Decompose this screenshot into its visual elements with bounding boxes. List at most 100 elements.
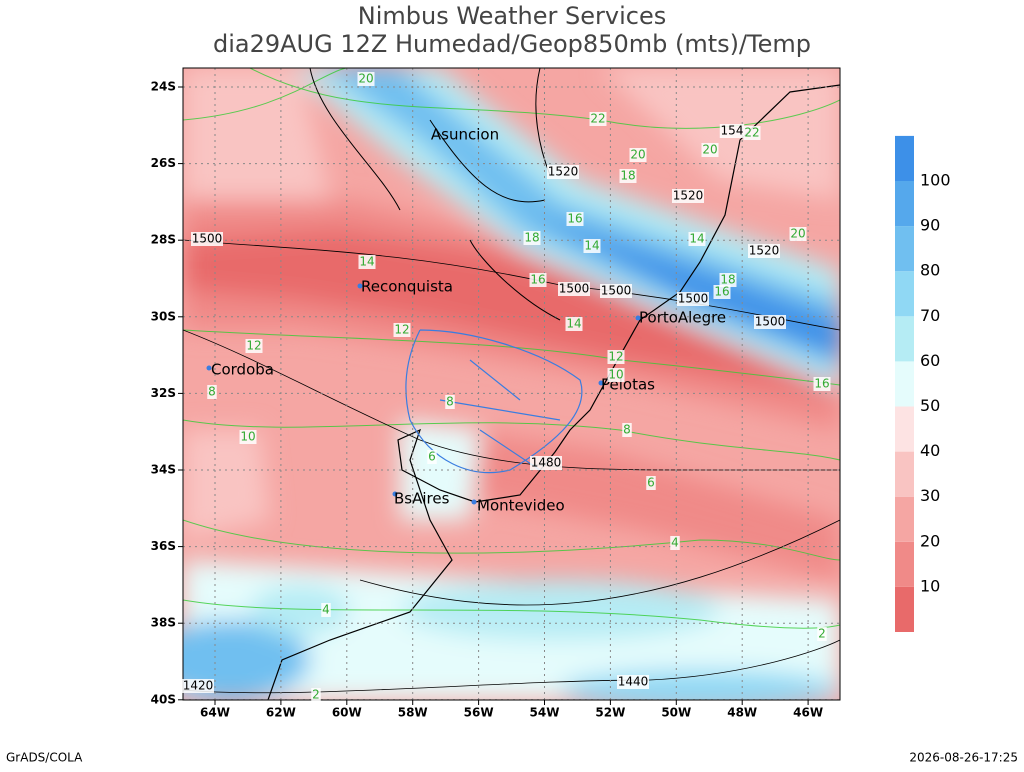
contour-label-bg xyxy=(600,284,632,298)
contour-label: 22 xyxy=(744,126,759,140)
lat-tick-label: 38S xyxy=(151,616,176,630)
map-frame xyxy=(182,67,841,701)
colorbar-swatch xyxy=(895,586,914,632)
colorbar-swatch xyxy=(895,316,914,362)
lon-tick-label: 50W xyxy=(661,706,691,720)
contour-label: 10 xyxy=(240,430,255,444)
city-label: Cordoba xyxy=(211,361,274,379)
contour-label: 16 xyxy=(814,377,829,391)
contour-label-bg xyxy=(583,239,601,253)
lon-tick-label: 56W xyxy=(464,706,494,720)
contour-label-bg xyxy=(393,323,411,337)
contour-label-bg xyxy=(558,282,590,296)
colorbar-swatch xyxy=(895,271,914,317)
contour-label-bg xyxy=(357,72,375,86)
colorbar-swatch xyxy=(895,181,914,227)
contour-label: 20 xyxy=(790,227,805,241)
contour-label: 22 xyxy=(590,112,605,126)
humidity-field xyxy=(183,68,840,700)
city-dot xyxy=(392,491,398,497)
contour-label-bg xyxy=(719,273,737,287)
contour-label: 8 xyxy=(623,423,631,437)
contour-label: 1440 xyxy=(618,675,649,689)
contour-label-bg xyxy=(530,456,562,470)
contour-label: 20 xyxy=(358,72,373,86)
contour-label: 16 xyxy=(567,212,582,226)
colorbar-swatch xyxy=(895,451,914,497)
contour-label: 4 xyxy=(322,603,330,617)
lat-tick-label: 28S xyxy=(151,233,176,247)
lat-tick-label: 36S xyxy=(151,539,176,553)
contour-label: 6 xyxy=(647,476,655,490)
contour-label: 20 xyxy=(702,143,717,157)
contour-label-bg xyxy=(688,232,706,246)
contour-label-bg xyxy=(617,675,649,689)
lon-tick-label: 62W xyxy=(266,706,296,720)
contour-label-bg xyxy=(743,126,761,140)
contour-label-bg xyxy=(719,124,745,138)
contour-label: 4 xyxy=(671,536,679,550)
colorbar-label: 20 xyxy=(920,531,940,550)
contour-label: 10 xyxy=(608,368,623,382)
city-label: Montevideo xyxy=(477,497,565,515)
contour-label: 18 xyxy=(620,169,635,183)
contour-label-bg xyxy=(754,315,786,329)
colorbar-label: 70 xyxy=(920,306,940,325)
contour-label: 1520 xyxy=(673,189,704,203)
colorbar-label: 60 xyxy=(920,351,940,370)
city-dot xyxy=(598,380,604,386)
lat-tick-label: 40S xyxy=(151,692,176,706)
city-label: PortoAlegre xyxy=(639,309,726,327)
contour-label: 16 xyxy=(530,273,545,287)
contour-label-bg xyxy=(182,679,214,693)
contour-label-bg xyxy=(445,395,455,409)
contour-label: 1420 xyxy=(183,679,214,693)
colorbar-swatch xyxy=(895,226,914,272)
contour-label: 14 xyxy=(689,232,704,246)
contour-label-bg xyxy=(672,189,704,203)
contour-label-bg xyxy=(566,212,584,226)
contour-label: 1480 xyxy=(531,456,562,470)
lon-tick-label: 52W xyxy=(595,706,625,720)
contour-label-bg xyxy=(622,423,632,437)
contour-label-bg xyxy=(813,377,831,391)
subtitle: dia29AUG 12Z Humedad/Geop850mb (mts)/Tem… xyxy=(213,30,811,58)
contour-label-bg xyxy=(523,231,541,245)
contour-label: 1500 xyxy=(678,292,709,306)
footer-right: 2026-08-26-17:25 xyxy=(909,751,1018,765)
lat-tick-label: 34S xyxy=(151,463,176,477)
contour-label-bg xyxy=(701,143,719,157)
contour-label: 20 xyxy=(630,148,645,162)
contour-label-bg xyxy=(245,339,263,353)
city-dot xyxy=(206,365,212,371)
title: Nimbus Weather Services xyxy=(358,2,666,30)
contour-label-bg xyxy=(427,450,437,464)
contour-label-bg xyxy=(311,688,321,702)
contour-label-bg xyxy=(358,255,376,269)
lon-tick-label: 48W xyxy=(727,706,757,720)
lat-tick-label: 26S xyxy=(151,156,176,170)
city-dot xyxy=(357,283,363,289)
contour-label-bg xyxy=(607,368,625,382)
lon-tick-label: 58W xyxy=(398,706,428,720)
contour-label-bg xyxy=(646,476,656,490)
contour-label: 14 xyxy=(584,239,599,253)
city-dot xyxy=(635,315,641,321)
lon-tick-label: 54W xyxy=(530,706,560,720)
contour-label-bg xyxy=(607,350,625,364)
contour-label-bg xyxy=(529,273,547,287)
lat-tick-label: 24S xyxy=(151,80,176,94)
contour-label: 12 xyxy=(394,323,409,337)
colorbar-swatch xyxy=(895,361,914,407)
lon-tick-label: 64W xyxy=(200,706,230,720)
contour-label: 2 xyxy=(312,688,320,702)
city-label: BsAires xyxy=(394,490,450,508)
contour-label-bg xyxy=(629,148,647,162)
colorbar-label: 90 xyxy=(920,216,940,235)
contour-label: 16 xyxy=(714,285,729,299)
contour-label-bg xyxy=(748,244,780,258)
contour-label-bg xyxy=(817,627,827,641)
city-label: Reconquista xyxy=(361,278,453,296)
lat-tick-label: 32S xyxy=(151,386,176,400)
